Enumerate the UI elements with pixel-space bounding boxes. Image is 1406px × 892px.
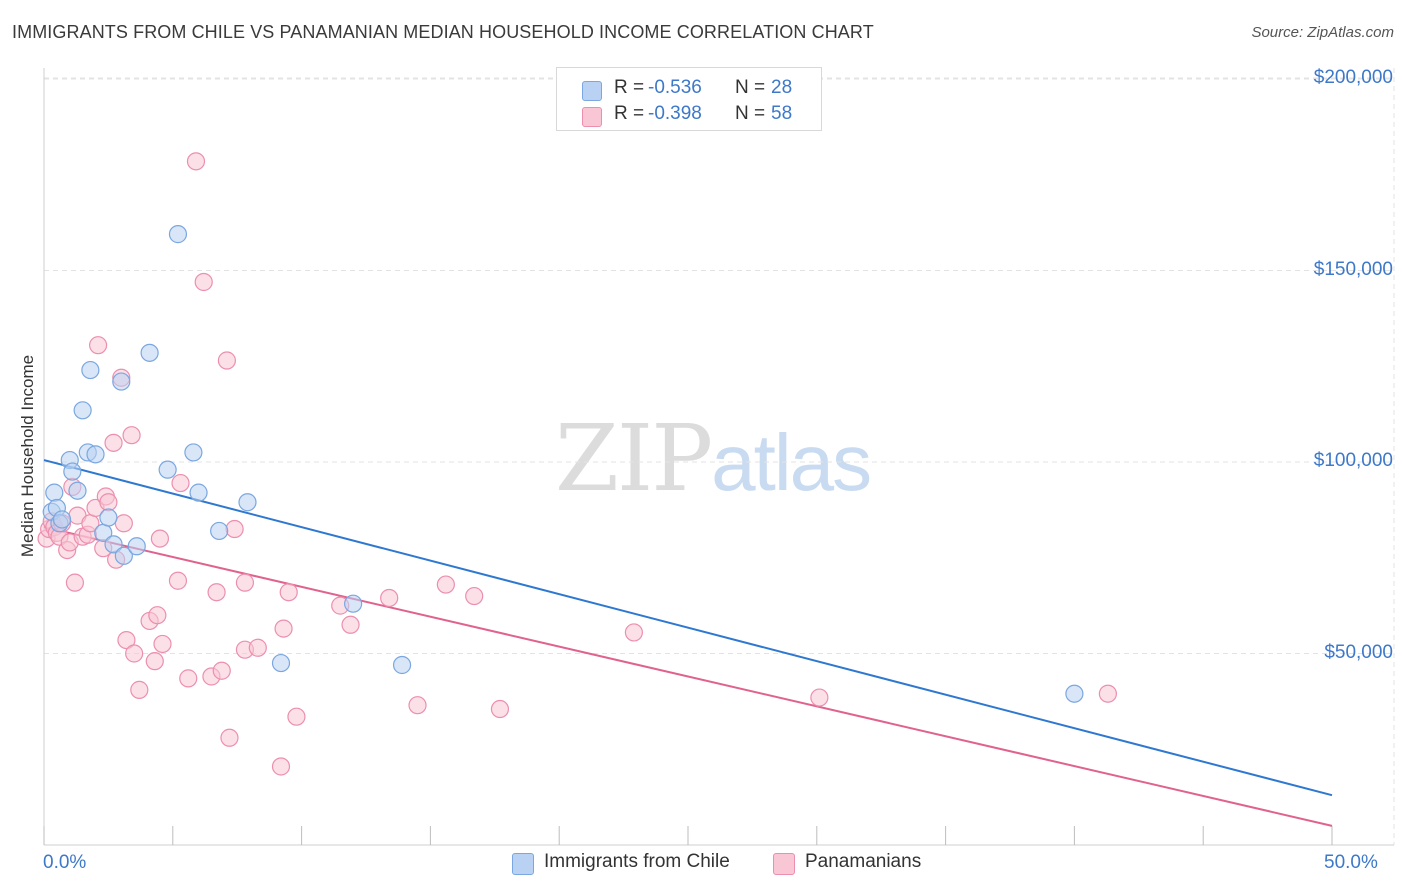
watermark-zip: ZIP [555, 405, 713, 512]
point-panamanian[interactable] [380, 588, 399, 608]
point-panamanian[interactable] [436, 575, 455, 594]
point-chile[interactable] [140, 343, 159, 362]
point-panamanian[interactable] [207, 583, 226, 602]
point-panamanian[interactable] [130, 680, 149, 699]
point-chile[interactable] [68, 481, 87, 500]
legend-label-panamanian: Panamanians [805, 851, 922, 872]
stats-r-label-chile: R = [614, 77, 645, 98]
stats-n-label-chile: N = [735, 77, 766, 98]
point-chile[interactable] [158, 460, 177, 479]
point-panamanian[interactable] [194, 272, 213, 292]
data-points [37, 152, 1117, 776]
point-panamanian[interactable] [104, 433, 123, 452]
point-panamanian[interactable] [186, 152, 206, 171]
point-chile[interactable] [210, 521, 229, 541]
point-panamanian[interactable] [490, 699, 510, 719]
y-axis-label: Median Household Income [18, 354, 37, 558]
stats-r-value-panamanian: -0.398 [648, 103, 702, 124]
stats-swatch-panamanian [582, 107, 602, 127]
point-panamanian[interactable] [148, 606, 167, 625]
point-chile[interactable] [127, 537, 146, 556]
point-panamanian[interactable] [465, 586, 484, 606]
point-panamanian[interactable] [810, 688, 829, 707]
point-panamanian[interactable] [225, 519, 244, 539]
point-chile[interactable] [112, 372, 131, 391]
stats-n-label-panamanian: N = [735, 103, 766, 124]
point-panamanian[interactable] [408, 696, 427, 715]
point-panamanian[interactable] [99, 493, 118, 512]
point-chile[interactable] [73, 401, 92, 420]
point-chile[interactable] [104, 535, 123, 554]
point-panamanian[interactable] [279, 583, 298, 602]
legend-label-chile: Immigrants from Chile [544, 851, 730, 872]
x-tick-label-max: 50.0% [1324, 852, 1378, 873]
point-panamanian[interactable] [271, 757, 291, 776]
point-panamanian[interactable] [125, 644, 144, 663]
axes [43, 68, 1394, 846]
point-panamanian[interactable] [168, 571, 188, 590]
point-chile[interactable] [238, 493, 257, 512]
stats-n-value-chile: 28 [771, 77, 793, 98]
trend-line-panamanian [43, 526, 1333, 827]
point-panamanian[interactable] [145, 652, 164, 671]
y-tick-label: $150,000 [1313, 258, 1393, 280]
x-tick-label-min: 0.0% [43, 852, 87, 873]
point-panamanian[interactable] [171, 473, 190, 493]
point-chile[interactable] [86, 445, 105, 464]
point-panamanian[interactable] [217, 351, 236, 370]
stats-r-value-chile: -0.536 [648, 77, 702, 98]
trend-line-chile [43, 459, 1333, 797]
stats-swatch-chile [582, 81, 602, 101]
point-panamanian[interactable] [212, 661, 231, 680]
stats-box: R = -0.536 N = 28 R = -0.398 N = 58 [556, 67, 822, 131]
point-panamanian[interactable] [624, 623, 644, 642]
point-chile[interactable] [81, 360, 100, 380]
point-panamanian[interactable] [220, 728, 239, 747]
legend-swatch-chile [512, 853, 534, 875]
source-label: Source: ZipAtlas.com [1251, 24, 1394, 41]
point-chile[interactable] [168, 225, 188, 244]
legend-swatch-panamanian [773, 853, 795, 875]
point-panamanian[interactable] [248, 638, 267, 657]
point-panamanian[interactable] [122, 426, 141, 445]
point-chile[interactable] [184, 443, 203, 462]
point-panamanian[interactable] [179, 669, 198, 688]
point-chile[interactable] [271, 653, 291, 673]
point-panamanian[interactable] [153, 634, 172, 654]
point-chile[interactable] [1065, 684, 1084, 703]
point-chile[interactable] [99, 508, 118, 527]
point-chile[interactable] [45, 483, 64, 502]
y-tick-label: $100,000 [1313, 450, 1393, 471]
y-tick-label: $200,000 [1313, 67, 1393, 88]
trend-lines [43, 459, 1333, 827]
y-tick-label: $50,000 [1324, 641, 1393, 663]
point-panamanian[interactable] [274, 619, 293, 638]
point-panamanian[interactable] [65, 573, 85, 592]
point-panamanian[interactable] [235, 573, 255, 592]
point-chile[interactable] [344, 594, 363, 613]
stats-r-label-panamanian: R = [614, 103, 645, 124]
point-chile[interactable] [189, 483, 208, 502]
point-chile[interactable] [63, 462, 82, 481]
point-panamanian[interactable] [287, 707, 306, 726]
point-panamanian[interactable] [117, 630, 136, 650]
point-chile[interactable] [392, 655, 412, 675]
gridlines [44, 68, 1395, 845]
point-panamanian[interactable] [150, 529, 170, 548]
point-panamanian[interactable] [88, 336, 108, 355]
stats-n-value-panamanian: 58 [771, 103, 793, 124]
point-panamanian[interactable] [341, 615, 360, 634]
chart-title: IMMIGRANTS FROM CHILE VS PANAMANIAN MEDI… [12, 22, 874, 42]
point-chile[interactable] [52, 510, 72, 529]
point-panamanian[interactable] [114, 514, 133, 533]
point-chile[interactable] [114, 546, 133, 565]
point-panamanian[interactable] [1098, 684, 1117, 703]
